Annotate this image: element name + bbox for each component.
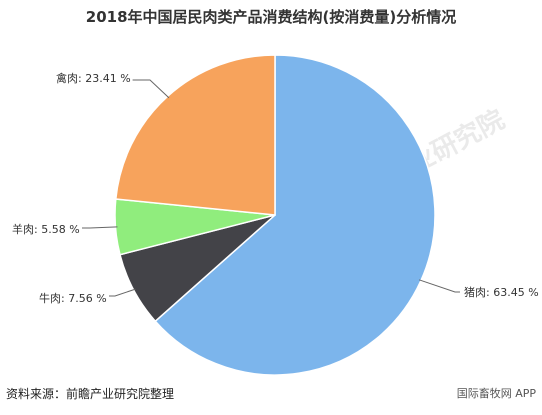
source-note: 资料来源：前瞻产业研究院整理 (6, 387, 175, 401)
leader-line-猪肉 (418, 279, 460, 293)
slice-label-羊肉: 羊肉: 5.58 % (12, 222, 80, 236)
slice-label-牛肉: 牛肉: 7.56 % (39, 291, 107, 305)
leader-line-牛肉 (109, 288, 136, 297)
slice-label-禽肉: 禽肉: 23.41 % (56, 71, 131, 85)
chart-title: 2018年中国居民肉类产品消费结构(按消费量)分析情况 (85, 8, 457, 26)
pie-slice-禽肉 (114, 54, 276, 216)
leader-line-禽肉 (132, 79, 170, 99)
leader-line-羊肉 (82, 226, 118, 229)
footer-brand: 国际畜牧网 APP (456, 387, 536, 400)
slice-label-猪肉: 猪肉: 63.45 % (464, 286, 539, 299)
